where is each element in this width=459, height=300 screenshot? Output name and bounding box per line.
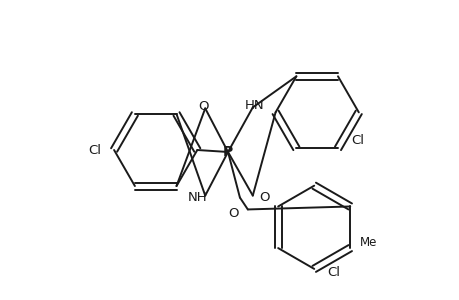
- Text: NH: NH: [187, 191, 207, 204]
- Text: HN: HN: [245, 99, 264, 112]
- Text: Cl: Cl: [327, 266, 340, 279]
- Text: P: P: [223, 145, 233, 159]
- Text: O: O: [259, 191, 269, 204]
- Text: O: O: [197, 100, 208, 113]
- Text: Cl: Cl: [88, 143, 101, 157]
- Text: Me: Me: [358, 236, 376, 249]
- Text: O: O: [228, 207, 239, 220]
- Text: Cl: Cl: [351, 134, 364, 147]
